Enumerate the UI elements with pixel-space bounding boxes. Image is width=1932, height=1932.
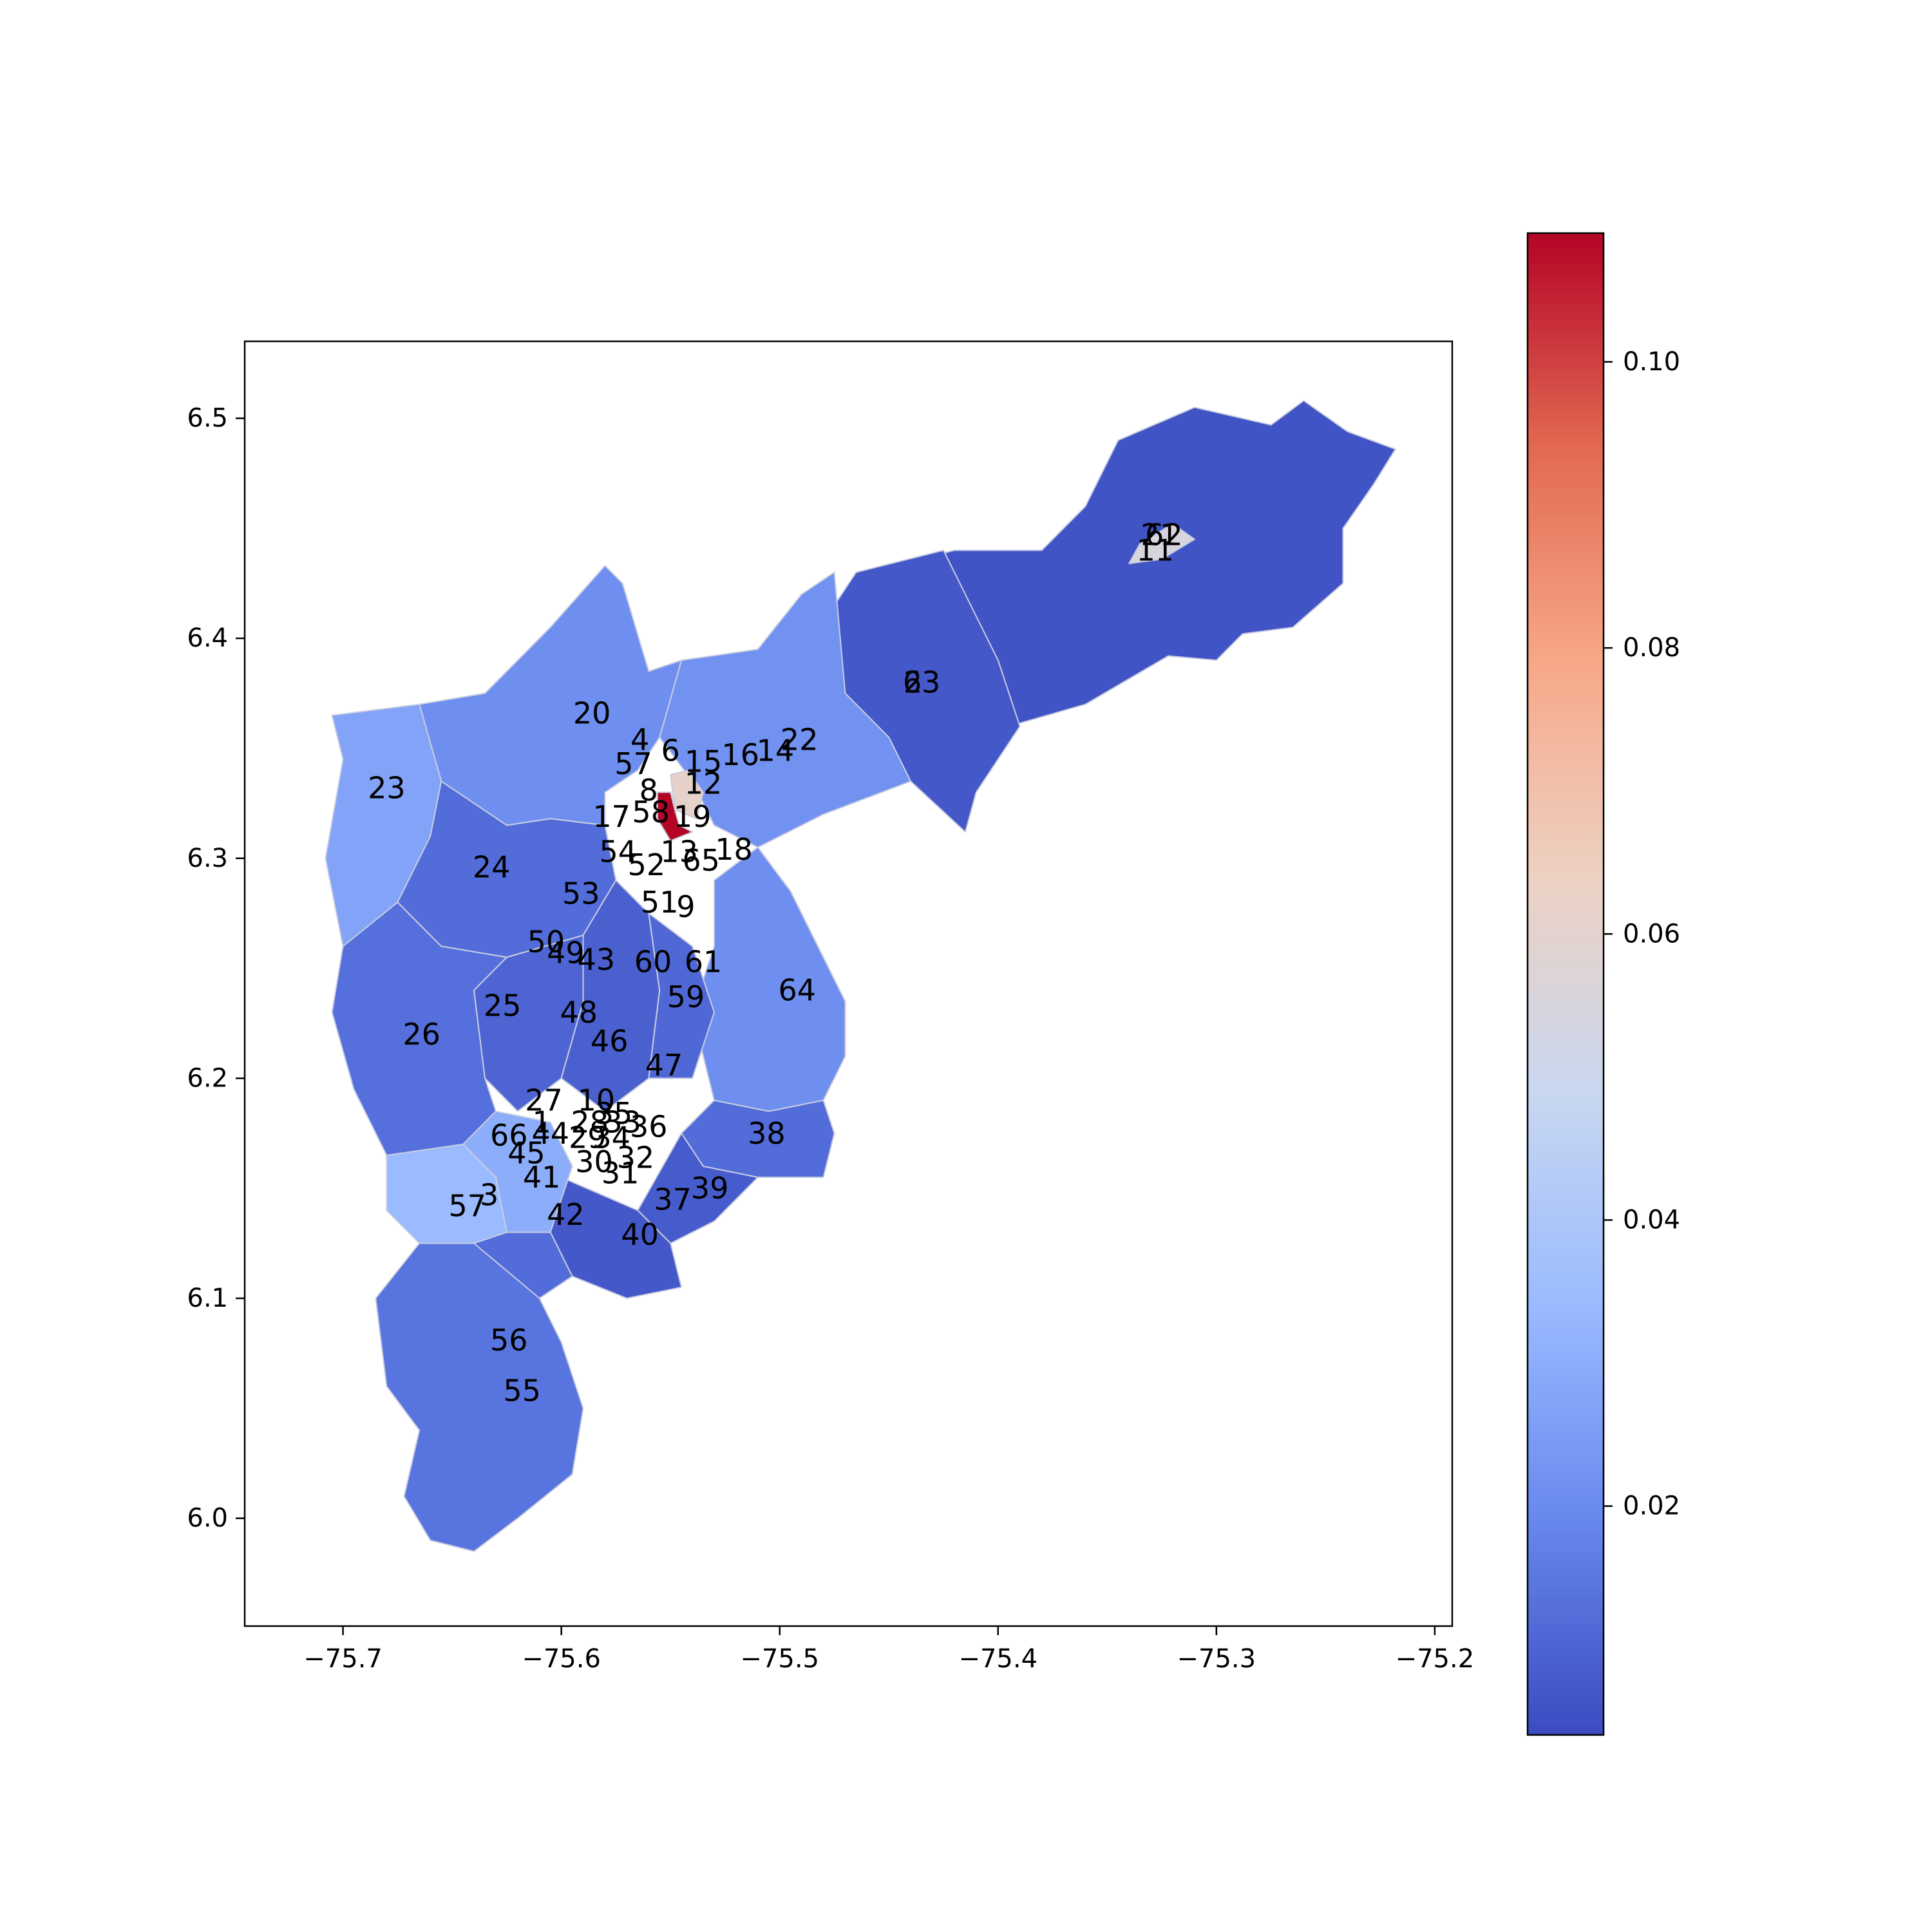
region-label-31: 31 xyxy=(601,1155,639,1190)
region-label-11: 11 xyxy=(1137,533,1175,568)
region-47 xyxy=(648,913,715,1079)
region-label-33: 33 xyxy=(603,1105,641,1140)
region-label-26: 26 xyxy=(402,1017,440,1052)
region-label-41: 41 xyxy=(523,1160,561,1195)
region-label-62: 62 xyxy=(1145,518,1183,553)
x-tick-label: −75.2 xyxy=(1396,1644,1475,1674)
y-axis: 6.0 6.1 6.2 6.3 6.4 6.5 xyxy=(187,404,245,1533)
colorbar-tick-label: 0.06 xyxy=(1623,919,1680,949)
region-label-6: 6 xyxy=(661,733,680,768)
colorbar-ticks: 0.02 0.04 0.06 0.08 0.10 xyxy=(1604,347,1680,1521)
region-label-55: 55 xyxy=(503,1374,541,1408)
region-label-2: 2 xyxy=(904,665,922,700)
region-label-65: 65 xyxy=(682,843,720,878)
region-label-59: 59 xyxy=(667,980,705,1014)
x-tick-label: −75.7 xyxy=(303,1644,383,1674)
region-label-23: 23 xyxy=(368,771,406,806)
x-tick-label: −75.3 xyxy=(1177,1644,1256,1674)
y-tick-label: 6.0 xyxy=(187,1504,228,1533)
region-12 xyxy=(670,770,704,820)
x-tick-label: −75.5 xyxy=(740,1644,819,1674)
region-label-48: 48 xyxy=(560,995,598,1030)
region-label-39: 39 xyxy=(691,1171,729,1206)
region-label-45: 45 xyxy=(507,1136,545,1171)
region-label-30: 30 xyxy=(575,1144,613,1179)
region-26 xyxy=(331,902,507,1156)
region-label-60: 60 xyxy=(634,944,672,979)
colorbar-tick-label: 0.02 xyxy=(1623,1492,1680,1521)
region-label-36: 36 xyxy=(630,1110,668,1144)
region-label-56: 56 xyxy=(490,1323,528,1358)
map-regions xyxy=(325,400,1396,1552)
region-label-8: 8 xyxy=(639,773,658,808)
region-label-16: 16 xyxy=(721,737,759,772)
region-label-32: 32 xyxy=(617,1140,655,1175)
region-label-14: 14 xyxy=(757,733,795,768)
region-label-54: 54 xyxy=(600,835,638,869)
region-label-57: 57 xyxy=(449,1189,487,1224)
region-label-61: 61 xyxy=(685,944,723,979)
region-label-49: 49 xyxy=(547,936,585,971)
region-label-29: 29 xyxy=(569,1121,607,1155)
x-tick-label: −75.6 xyxy=(522,1644,601,1674)
region-label-22: 22 xyxy=(781,722,819,757)
region-56 xyxy=(375,1242,584,1552)
region-label-21: 21 xyxy=(1141,518,1179,553)
region-label-24: 24 xyxy=(473,849,511,884)
region-label-35: 35 xyxy=(595,1096,633,1131)
region-label-64: 64 xyxy=(779,973,817,1008)
region-label-12: 12 xyxy=(685,766,723,801)
region-label-51: 51 xyxy=(641,885,679,920)
region-label-66: 66 xyxy=(490,1118,528,1153)
x-tick-label: −75.4 xyxy=(958,1644,1037,1674)
region-label-4: 4 xyxy=(630,722,649,757)
region-label-20: 20 xyxy=(573,696,611,730)
region-label-37: 37 xyxy=(654,1182,692,1217)
region-label-47: 47 xyxy=(645,1048,683,1083)
region-label-38: 38 xyxy=(748,1116,786,1151)
region-label-40: 40 xyxy=(621,1217,659,1252)
y-tick-label: 6.5 xyxy=(187,404,228,433)
region-label-34: 34 xyxy=(592,1121,630,1155)
y-tick-label: 6.4 xyxy=(187,623,228,653)
region-58 xyxy=(656,791,694,842)
region-label-9: 9 xyxy=(676,889,695,924)
region-label-42: 42 xyxy=(547,1197,585,1232)
colorbar: 0.02 0.04 0.06 0.08 0.10 xyxy=(1526,232,1680,1736)
plot-frame xyxy=(243,340,1454,1627)
region-61 xyxy=(1128,523,1195,564)
colorbar-gradient xyxy=(1526,232,1605,1736)
region-label-44: 44 xyxy=(531,1116,569,1151)
region-label-52: 52 xyxy=(628,848,666,882)
x-axis: −75.7 −75.6 −75.5 −75.4 −75.3 −75.2 xyxy=(303,1626,1474,1674)
region-64 xyxy=(692,846,846,1112)
region-label-15: 15 xyxy=(685,744,723,779)
region-label-28: 28 xyxy=(571,1105,609,1140)
region-label-58: 58 xyxy=(632,795,670,829)
region-label-19: 19 xyxy=(674,799,712,834)
y-tick-label: 6.3 xyxy=(187,844,228,873)
region-label-46: 46 xyxy=(591,1023,629,1058)
y-tick-label: 6.1 xyxy=(187,1283,228,1313)
region-label-13: 13 xyxy=(660,835,698,869)
region-label-25: 25 xyxy=(484,989,522,1023)
region-label-27: 27 xyxy=(525,1083,563,1118)
region-label-3: 3 xyxy=(480,1177,498,1212)
colorbar-tick-label: 0.04 xyxy=(1623,1205,1680,1235)
y-tick-label: 6.2 xyxy=(187,1063,228,1093)
colorbar-tick-label: 0.10 xyxy=(1623,347,1680,377)
region-label-10: 10 xyxy=(578,1083,616,1118)
region-label-57: 57 xyxy=(614,746,652,781)
region-label-63: 63 xyxy=(903,665,941,700)
region-label-1: 1 xyxy=(532,1105,551,1140)
region-label-53: 53 xyxy=(562,876,600,911)
region-label-18: 18 xyxy=(715,832,753,867)
region-label-17: 17 xyxy=(592,799,630,834)
colorbar-tick-label: 0.08 xyxy=(1623,633,1680,663)
region-label-43: 43 xyxy=(578,942,616,977)
region-label-50: 50 xyxy=(527,925,565,960)
